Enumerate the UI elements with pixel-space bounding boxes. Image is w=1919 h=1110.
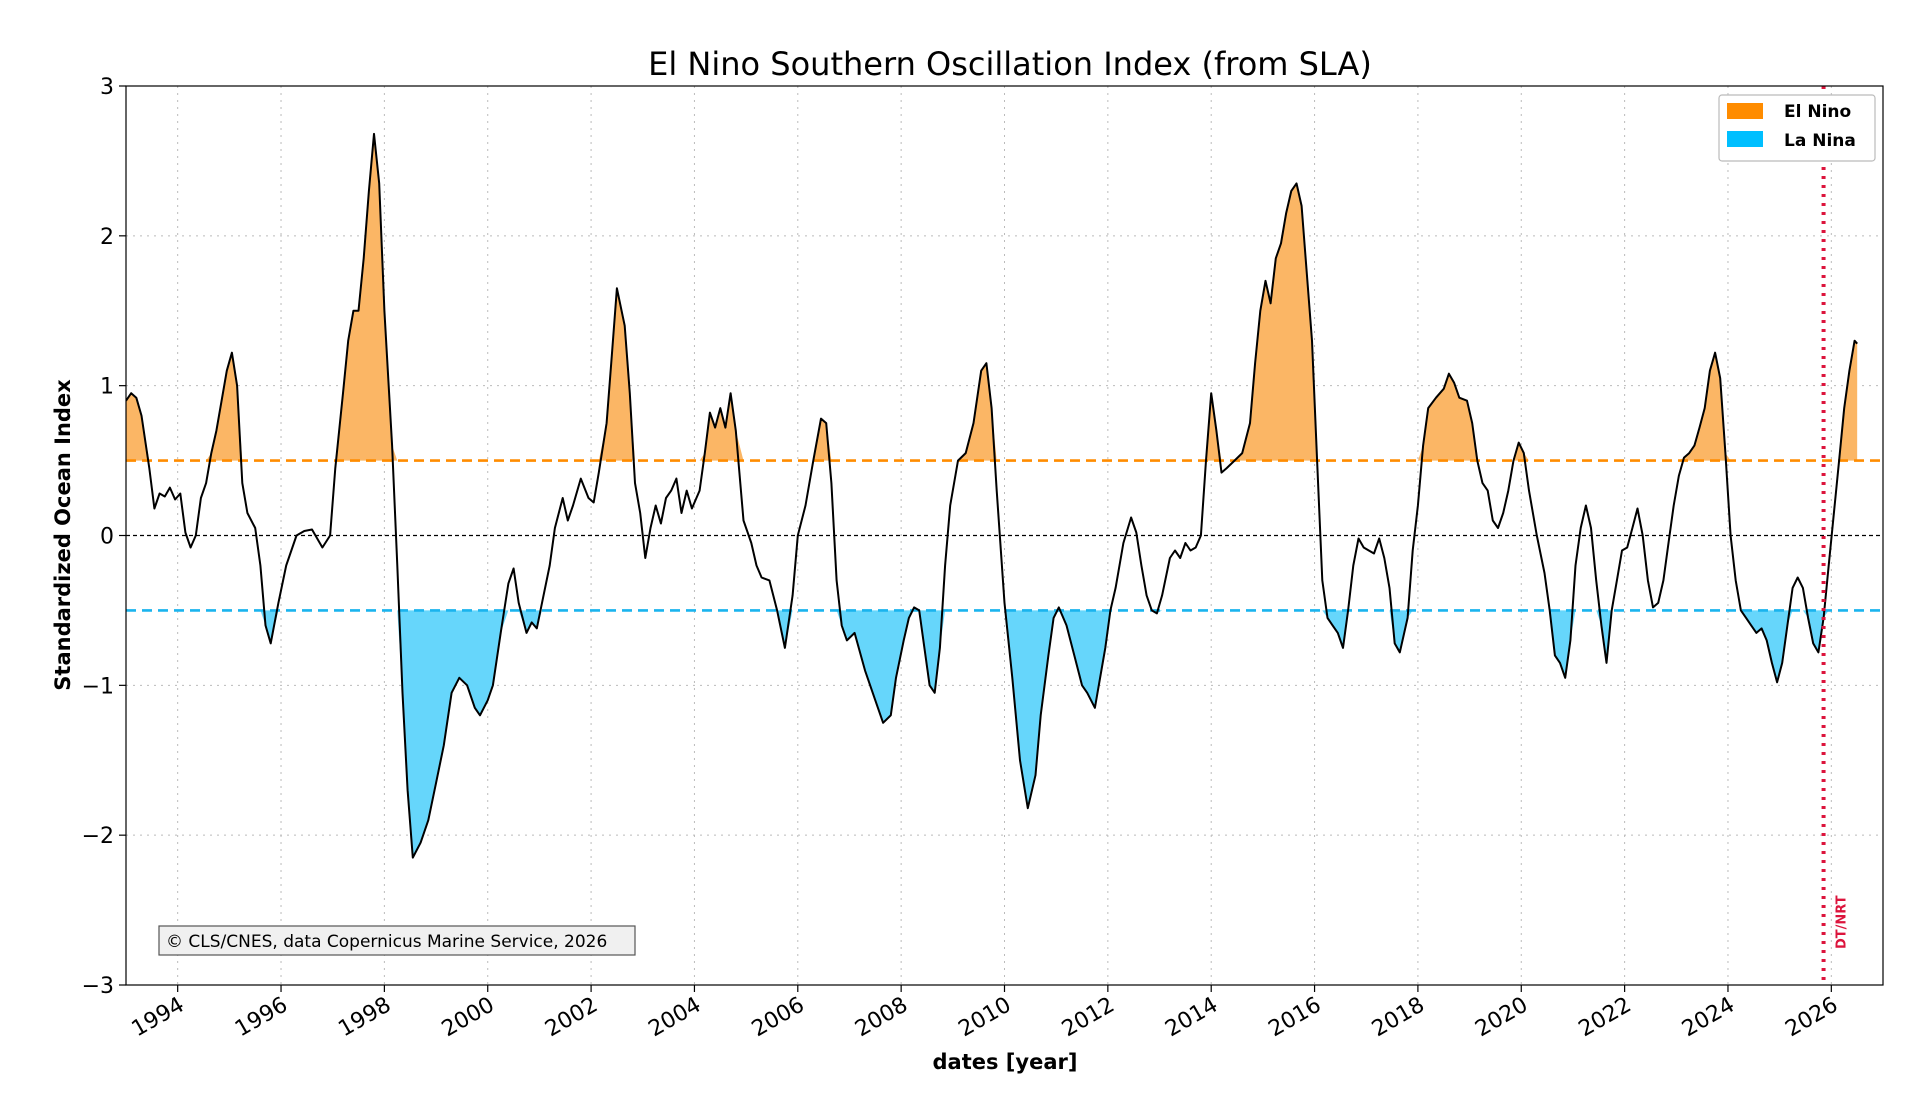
dt-nrt-label: DT/NRT bbox=[1835, 895, 1850, 949]
y-axis-label: Standardized Ocean Index bbox=[51, 379, 75, 691]
chart-title: El Nino Southern Oscillation Index (from… bbox=[648, 45, 1372, 83]
y-axis: −3 −2 −1 0 1 2 3 bbox=[82, 75, 126, 999]
copyright-box: © CLS/CNES, data Copernicus Marine Servi… bbox=[158, 925, 636, 956]
legend-label-la-nina: La Nina bbox=[1784, 131, 1856, 151]
y-tick-label: 1 bbox=[100, 375, 114, 400]
copyright-frame bbox=[158, 925, 636, 956]
y-tick-label: 2 bbox=[100, 225, 114, 250]
y-tick-label: 3 bbox=[100, 75, 114, 100]
legend-label-el-nino: El Nino bbox=[1784, 102, 1851, 122]
copyright-text: © CLS/CNES, data Copernicus Marine Servi… bbox=[166, 932, 607, 952]
y-tick-label: −3 bbox=[82, 974, 114, 999]
enso-index-line bbox=[126, 132, 1858, 859]
y-tick-label: 0 bbox=[100, 525, 114, 550]
legend-swatch-la-nina bbox=[1727, 131, 1763, 147]
y-tick-label: −2 bbox=[82, 824, 114, 849]
legend: El Nino La Nina bbox=[1718, 94, 1876, 162]
x-axis-label: dates [year] bbox=[933, 1050, 1078, 1074]
legend-swatch-el-nino bbox=[1727, 103, 1763, 119]
y-tick-label: −1 bbox=[82, 674, 114, 699]
